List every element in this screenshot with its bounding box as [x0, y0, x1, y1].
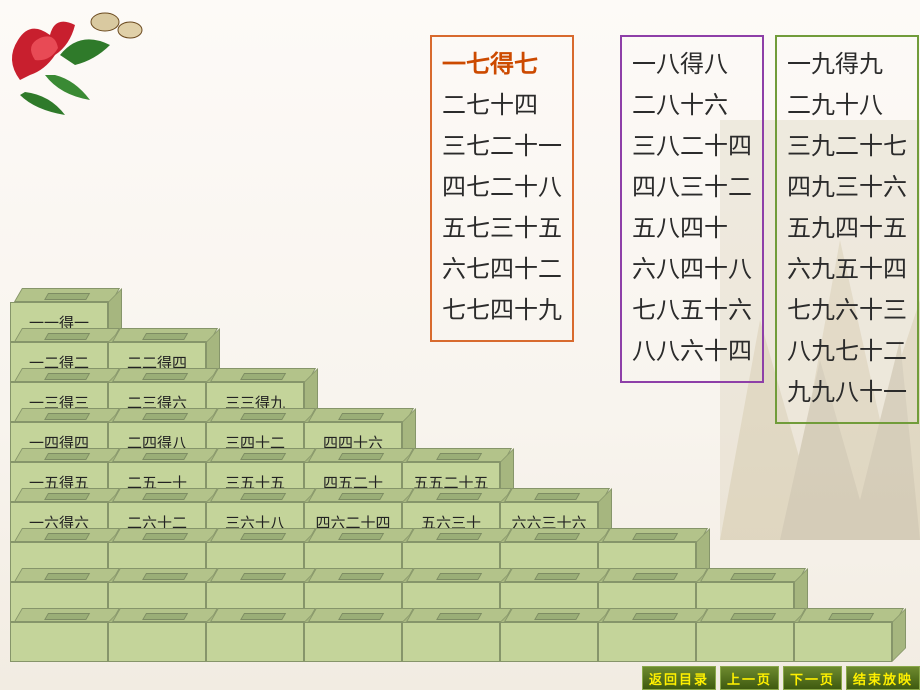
pyramid-box — [108, 622, 206, 662]
panel-line: 五七三十五 — [442, 209, 562, 250]
nav-button[interactable]: 结束放映 — [846, 666, 920, 690]
pyramid-box — [304, 622, 402, 662]
panel-line: 五八四十 — [632, 209, 752, 250]
nav-bar: 返回目录上一页下一页结束放映 — [638, 666, 920, 690]
pyramid-box — [500, 622, 598, 662]
panel-line: 三九二十七 — [787, 127, 907, 168]
panel-line: 三八二十四 — [632, 127, 752, 168]
panel-line: 三七二十一 — [442, 127, 562, 168]
multiplication-pyramid: 一一得一一二得二二二得四一三得三二三得六三三得九一四得四二四得八三四十二四四十六… — [10, 288, 910, 662]
pyramid-box — [402, 622, 500, 662]
pyramid-box — [598, 622, 696, 662]
panel-line: 四八三十二 — [632, 168, 752, 209]
nav-button[interactable]: 下一页 — [783, 666, 842, 690]
panel-line: 一七得七 — [442, 45, 562, 86]
panel-line: 六八四十八 — [632, 250, 752, 291]
panel-line: 五九四十五 — [787, 209, 907, 250]
panel-line: 四七二十八 — [442, 168, 562, 209]
nav-button[interactable]: 返回目录 — [642, 666, 716, 690]
pyramid-box — [10, 622, 108, 662]
nav-button[interactable]: 上一页 — [720, 666, 779, 690]
pyramid-box — [794, 622, 892, 662]
panel-line: 一九得九 — [787, 45, 907, 86]
panel-line: 六七四十二 — [442, 250, 562, 291]
panel-line: 六九五十四 — [787, 250, 907, 291]
panel-line: 二七十四 — [442, 86, 562, 127]
panel-line: 二九十八 — [787, 86, 907, 127]
panel-line: 二八十六 — [632, 86, 752, 127]
panel-line: 四九三十六 — [787, 168, 907, 209]
panel-line: 一八得八 — [632, 45, 752, 86]
pyramid-box — [696, 622, 794, 662]
pyramid-box — [206, 622, 304, 662]
flower-decoration — [0, 0, 160, 150]
